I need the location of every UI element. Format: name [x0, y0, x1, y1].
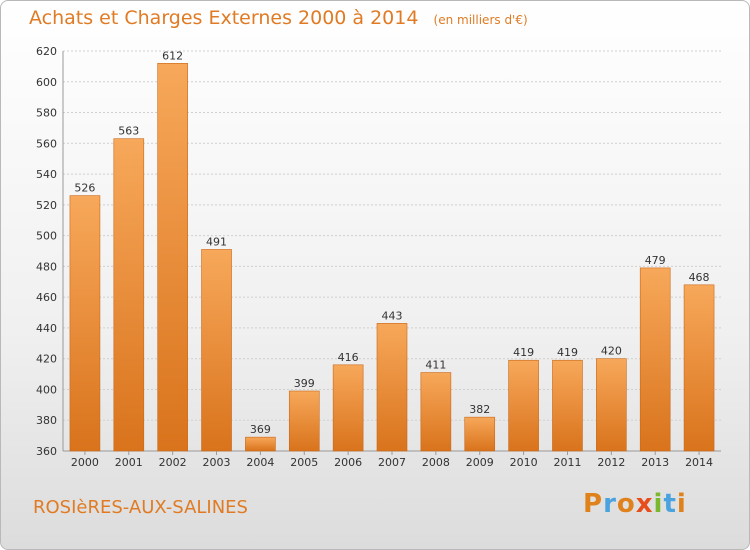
bar-2004: [245, 436, 276, 452]
bar-2009: [464, 416, 496, 452]
bar-2005: [288, 390, 320, 452]
x-tick-label-2004: 2004: [246, 456, 274, 469]
data-label-2013: 479: [645, 254, 666, 267]
y-tick-label: 440: [36, 322, 57, 335]
logo-letter: P: [583, 489, 604, 519]
title-row: Achats et Charges Externes 2000 à 2014 (…: [29, 7, 528, 29]
y-tick-label: 480: [36, 260, 57, 273]
x-tick-label-2012: 2012: [597, 456, 625, 469]
data-label-2005: 399: [294, 377, 315, 390]
logo-letter: o: [616, 489, 636, 519]
x-tick-label-2013: 2013: [641, 456, 669, 469]
data-label-2004: 369: [250, 423, 271, 436]
y-tick-label: 600: [36, 76, 57, 89]
chart-subtitle: (en milliers d'€): [433, 13, 528, 27]
data-label-2008: 411: [425, 359, 446, 372]
data-label-2001: 563: [118, 125, 139, 138]
proxiti-logo[interactable]: Proxiti: [583, 489, 687, 519]
x-tick-label-2009: 2009: [466, 456, 494, 469]
data-label-2010: 419: [513, 346, 534, 359]
bar-2006: [332, 364, 364, 452]
bar-2008: [420, 372, 452, 452]
x-tick-label-2000: 2000: [71, 456, 99, 469]
data-label-2014: 468: [689, 271, 710, 284]
y-tick-label: 500: [36, 230, 57, 243]
x-tick-label-2006: 2006: [334, 456, 362, 469]
bar-2011: [552, 359, 583, 452]
bar-2007: [376, 323, 408, 452]
data-label-2000: 526: [74, 182, 95, 195]
y-tick-label: 360: [36, 445, 57, 458]
x-tick-label-2011: 2011: [553, 456, 581, 469]
y-tick-label: 380: [36, 414, 57, 427]
bar-2002: [157, 63, 188, 452]
bar-2010: [508, 359, 539, 452]
y-tick-label: 580: [36, 107, 57, 120]
data-label-2011: 419: [557, 346, 578, 359]
data-label-2003: 491: [206, 235, 227, 248]
x-tick-label-2014: 2014: [685, 456, 713, 469]
x-tick-label-2002: 2002: [159, 456, 187, 469]
data-label-2007: 443: [382, 309, 403, 322]
y-tick-label: 420: [36, 353, 57, 366]
bar-2012: [596, 358, 627, 452]
commune-name: ROSIèRES-AUX-SALINES: [33, 497, 248, 518]
y-tick-label: 520: [36, 199, 57, 212]
x-tick-label-2001: 2001: [115, 456, 143, 469]
data-label-2012: 420: [601, 345, 622, 358]
x-tick-label-2003: 2003: [203, 456, 231, 469]
y-tick-label: 560: [36, 137, 57, 150]
y-tick-label: 400: [36, 383, 57, 396]
logo-letter: i: [676, 489, 687, 519]
logo-letter: x: [635, 489, 654, 519]
x-tick-label-2005: 2005: [290, 456, 318, 469]
bar-2014: [683, 284, 715, 452]
logo-letter: r: [603, 489, 617, 519]
logo-letter: i: [653, 489, 664, 519]
data-label-2002: 612: [162, 49, 183, 62]
x-tick-label-2008: 2008: [422, 456, 450, 469]
data-label-2006: 416: [338, 351, 359, 364]
bar-2001: [113, 138, 145, 452]
data-label-2009: 382: [469, 403, 490, 416]
chart-title: Achats et Charges Externes 2000 à 2014: [29, 7, 419, 29]
y-tick-label: 540: [36, 168, 57, 181]
bar-2000: [69, 195, 101, 452]
y-tick-label: 460: [36, 291, 57, 304]
y-tick-label: 620: [36, 45, 57, 58]
logo-letter: t: [663, 489, 677, 519]
x-tick-label-2007: 2007: [378, 456, 406, 469]
bar-2003: [201, 249, 232, 452]
x-tick-label-2010: 2010: [510, 456, 538, 469]
bar-2013: [639, 267, 671, 452]
